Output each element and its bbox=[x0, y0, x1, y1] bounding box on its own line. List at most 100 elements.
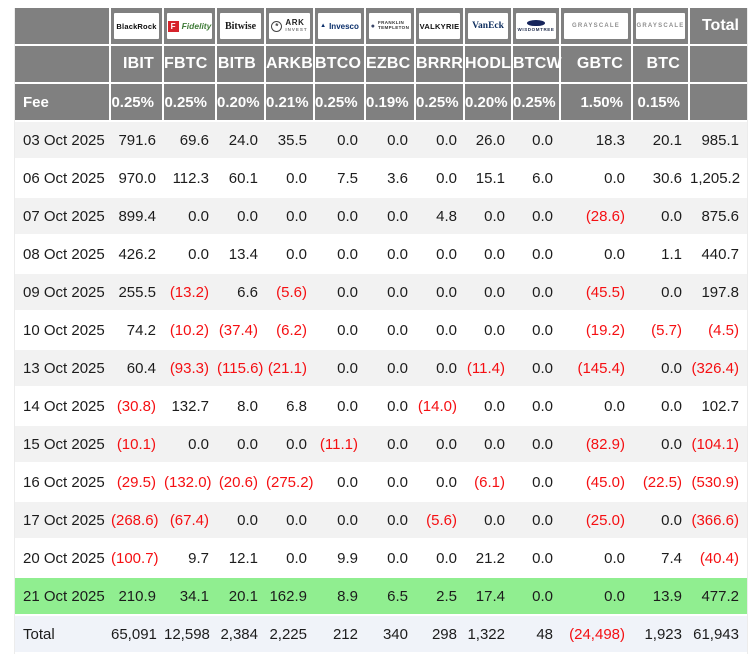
flow-cell: 0.0 bbox=[513, 350, 561, 388]
invesco-logo: ▲ Invesco bbox=[318, 13, 361, 39]
flow-cell: 60.1 bbox=[217, 160, 266, 198]
flow-cell: (28.6) bbox=[561, 198, 633, 236]
ticker-BTC: BTC bbox=[633, 46, 690, 84]
flow-cell: 0.0 bbox=[315, 388, 366, 426]
flow-cell: 0.0 bbox=[266, 160, 315, 198]
logo-line: FRANKLIN bbox=[377, 20, 405, 26]
row-date: 06 Oct 2025 bbox=[15, 160, 111, 198]
flow-cell: 0.0 bbox=[366, 312, 416, 350]
flow-cell: 0.0 bbox=[366, 464, 416, 502]
flow-cell: (132.0) bbox=[164, 464, 217, 502]
flow-cell: 6.8 bbox=[266, 388, 315, 426]
provider-logo-cell: F Fidelity bbox=[164, 8, 217, 46]
flow-cell: 0.0 bbox=[266, 198, 315, 236]
flow-row: 15 Oct 2025 (10.1) 0.0 0.0 0.0 (11.1) 0.0 0.0 0.… bbox=[15, 426, 747, 464]
grayscale-logo: GRAYSCALE bbox=[564, 13, 628, 39]
flow-cell: 132.7 bbox=[164, 388, 217, 426]
flow-cell: 0.0 bbox=[315, 312, 366, 350]
ticker-row: IBIT FBTC BITB ARKB BTCO EZBC BRRR HODL BTCW GBTC… bbox=[15, 46, 747, 84]
fee-value: 0.19% bbox=[366, 84, 416, 122]
flow-cell: (29.5) bbox=[111, 464, 164, 502]
flow-cell: 0.0 bbox=[416, 274, 465, 312]
flow-cell: 162.9 bbox=[266, 578, 315, 616]
flow-cell: 0.0 bbox=[366, 502, 416, 540]
flow-cell: 0.0 bbox=[465, 312, 513, 350]
fee-value: 0.20% bbox=[465, 84, 513, 122]
flow-cell: 0.0 bbox=[561, 160, 633, 198]
flow-row: 20 Oct 2025 (100.7) 9.7 12.1 0.0 9.9 0.0 0.0 21.… bbox=[15, 540, 747, 578]
flow-cell: 2.5 bbox=[416, 578, 465, 616]
logo-line: GRAYSCALE bbox=[636, 23, 685, 29]
flow-cell: 0.0 bbox=[315, 122, 366, 160]
row-total: 1,205.2 bbox=[690, 160, 747, 198]
flow-row: 17 Oct 2025 (268.6) (67.4) 0.0 0.0 0.0 0.0 (5.6… bbox=[15, 502, 747, 540]
grand-total: 61,943 bbox=[690, 616, 747, 654]
flow-cell: 4.8 bbox=[416, 198, 465, 236]
flow-cell: (14.0) bbox=[416, 388, 465, 426]
flow-cell: (11.4) bbox=[465, 350, 513, 388]
flow-row: 21 Oct 2025 210.9 34.1 20.1 162.9 8.9 6.5 2.5 17… bbox=[15, 578, 747, 616]
flow-cell: 899.4 bbox=[111, 198, 164, 236]
row-date: 20 Oct 2025 bbox=[15, 540, 111, 578]
flow-cell: 426.2 bbox=[111, 236, 164, 274]
row-date: 08 Oct 2025 bbox=[15, 236, 111, 274]
flow-cell: (10.2) bbox=[164, 312, 217, 350]
flow-cell: 0.0 bbox=[513, 312, 561, 350]
flow-cell: 0.0 bbox=[164, 426, 217, 464]
flow-cell: (5.6) bbox=[266, 274, 315, 312]
row-total: (326.4) bbox=[690, 350, 747, 388]
flow-cell: 34.1 bbox=[164, 578, 217, 616]
fidelity-icon: F bbox=[167, 20, 179, 32]
flow-cell: 0.0 bbox=[561, 236, 633, 274]
flow-cell: 0.0 bbox=[633, 502, 690, 540]
flow-cell: 0.0 bbox=[513, 198, 561, 236]
flow-row: 07 Oct 2025 899.4 0.0 0.0 0.0 0.0 0.0 4.8 0.0 0.0… bbox=[15, 198, 747, 236]
logo-line: ARK bbox=[285, 18, 305, 28]
flow-row: 09 Oct 2025 255.5 (13.2) 6.6 (5.6) 0.0 0.0 0.0 0… bbox=[15, 274, 747, 312]
flow-cell: (25.0) bbox=[561, 502, 633, 540]
flow-cell: (30.8) bbox=[111, 388, 164, 426]
flow-row: 13 Oct 2025 60.4 (93.3) (115.6) (21.1) 0.0 0.0… bbox=[15, 350, 747, 388]
flow-cell: (268.6) bbox=[111, 502, 164, 540]
total-fee-empty bbox=[690, 84, 747, 122]
flow-cell: 0.0 bbox=[217, 502, 266, 540]
flow-cell: 0.0 bbox=[416, 236, 465, 274]
flow-cell: 0.0 bbox=[465, 274, 513, 312]
row-total: 102.7 bbox=[690, 388, 747, 426]
ticker-BITB: BITB bbox=[217, 46, 266, 84]
flows-body: 03 Oct 2025 791.6 69.6 24.0 35.5 0.0 0.0 0.0 26.… bbox=[15, 122, 747, 654]
ticker-ARKB: ARKB bbox=[266, 46, 315, 84]
flow-cell: 0.0 bbox=[366, 426, 416, 464]
flow-cell: 17.4 bbox=[465, 578, 513, 616]
flow-cell: 0.0 bbox=[164, 198, 217, 236]
bitwise-logo: Bitwise bbox=[220, 13, 261, 39]
row-date: 13 Oct 2025 bbox=[15, 350, 111, 388]
flow-cell: 0.0 bbox=[513, 388, 561, 426]
row-total: 985.1 bbox=[690, 122, 747, 160]
flow-cell: 6.5 bbox=[366, 578, 416, 616]
flow-cell: (5.6) bbox=[416, 502, 465, 540]
flow-cell: (67.4) bbox=[164, 502, 217, 540]
fee-value: 0.25% bbox=[315, 84, 366, 122]
ticker-EZBC: EZBC bbox=[366, 46, 416, 84]
row-total: 440.7 bbox=[690, 236, 747, 274]
provider-logo-cell: VanEck bbox=[465, 8, 513, 46]
flow-cell: 210.9 bbox=[111, 578, 164, 616]
flow-cell: 0.0 bbox=[315, 464, 366, 502]
flow-cell: 0.0 bbox=[217, 426, 266, 464]
flow-cell: (145.4) bbox=[561, 350, 633, 388]
flow-cell: 0.0 bbox=[513, 464, 561, 502]
flow-cell: 0.0 bbox=[315, 198, 366, 236]
ticker-HODL: HODL bbox=[465, 46, 513, 84]
row-date: 10 Oct 2025 bbox=[15, 312, 111, 350]
ticker-BRRR: BRRR bbox=[416, 46, 465, 84]
fee-value: 0.25% bbox=[111, 84, 164, 122]
fee-value: 1.50% bbox=[561, 84, 633, 122]
flow-cell: (22.5) bbox=[633, 464, 690, 502]
row-total: (40.4) bbox=[690, 540, 747, 578]
row-date: 17 Oct 2025 bbox=[15, 502, 111, 540]
flow-cell: 0.0 bbox=[266, 540, 315, 578]
total-cell: 65,091 bbox=[111, 616, 164, 654]
provider-logo-cell: GRAYSCALE bbox=[561, 8, 633, 46]
flow-cell: 60.4 bbox=[111, 350, 164, 388]
